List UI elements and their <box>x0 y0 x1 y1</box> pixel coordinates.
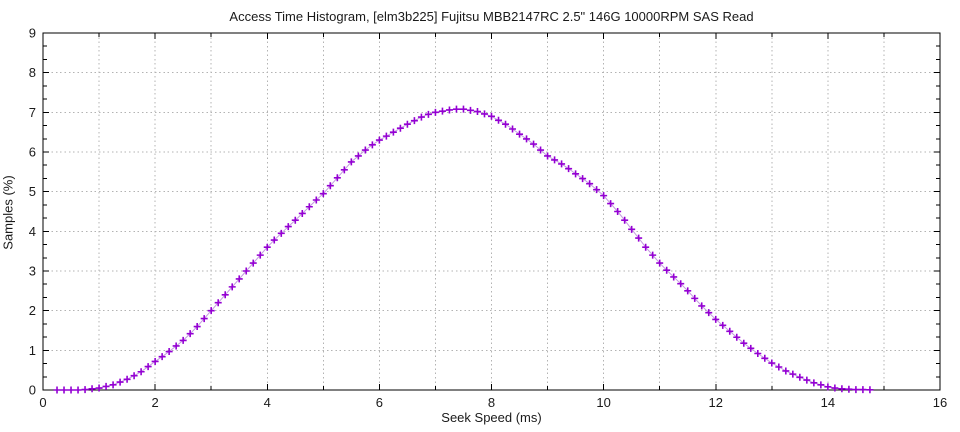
x-tick-label: 10 <box>596 395 610 410</box>
y-tick-label: 8 <box>29 65 36 80</box>
x-tick-label: 14 <box>821 395 835 410</box>
x-tick-label: 8 <box>488 395 495 410</box>
plot-border <box>42 32 941 391</box>
y-tick-label: 9 <box>29 26 36 41</box>
x-tick-label: 4 <box>264 395 271 410</box>
y-tick-label: 1 <box>29 343 36 358</box>
y-tick-label: 4 <box>29 224 36 239</box>
y-tick-label: 2 <box>29 303 36 318</box>
data-markers <box>53 105 874 394</box>
y-tick-label: 6 <box>29 145 36 160</box>
x-tick-label: 6 <box>376 395 383 410</box>
y-axis-label: Samples (%) <box>0 175 16 250</box>
x-tick-label: 16 <box>933 395 947 410</box>
x-tick-label: 0 <box>39 395 46 410</box>
y-tick-label: 3 <box>29 264 36 279</box>
y-tick-label: 0 <box>29 383 36 398</box>
chart-title: Access Time Histogram, [elm3b225] Fujits… <box>229 9 754 24</box>
y-tick-label: 7 <box>29 105 36 120</box>
x-tick-label: 12 <box>709 395 723 410</box>
y-tick-label: 5 <box>29 184 36 199</box>
x-tick-label: 2 <box>152 395 159 410</box>
x-axis-label: Seek Speed (ms) <box>441 410 542 425</box>
